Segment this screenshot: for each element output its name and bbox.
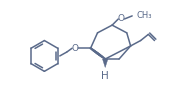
Text: O: O	[118, 14, 125, 24]
Text: CH₃: CH₃	[137, 11, 152, 20]
Text: H: H	[101, 71, 109, 81]
Polygon shape	[103, 59, 108, 67]
Text: O: O	[72, 44, 79, 53]
